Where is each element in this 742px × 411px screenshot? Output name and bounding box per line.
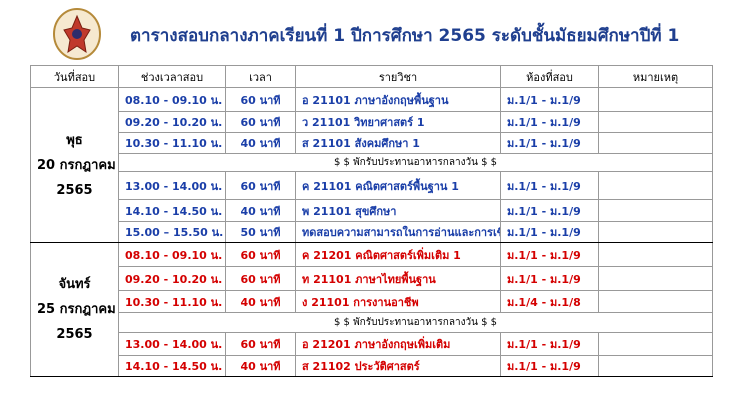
exam-table: วันที่สอบ ช่วงเวลาสอบ เวลา รายวิชา ห้องที่สอ… — [30, 65, 713, 377]
break-cell: $ $ พักรับประทานอาหารกลางวัน $ $ — [118, 312, 713, 333]
break-row: $ $ พักรับประทานอาหารกลางวัน $ $ — [31, 312, 713, 333]
time-cell: 09.20 - 10.20 น. — [118, 111, 226, 133]
exam-row: 13.00 - 14.00 น. 60 นาทีอ 21201 ภาษาอังกฤ… — [31, 332, 713, 356]
subject-cell: ทดสอบความสามารถในการอ่านและการเขียน — [295, 221, 501, 243]
day-line: 2565 — [56, 182, 93, 198]
header-cell: วันที่สอบ — [30, 65, 119, 88]
room-cell: ม.1/4 - ม.1/8 — [500, 290, 599, 313]
subject-cell: ง 21101 การงานอาชีพ — [295, 290, 501, 313]
exam-row: 09.20 - 10.20 น. 60 นาทีว 21101 วิทยาศาสต… — [31, 111, 713, 133]
exam-row: จันทร์ 25 กรกฎาคม 2565 08.10 - 09.10 น. 60 น… — [30, 242, 713, 377]
room-cell: ม.1/1 - ม.1/9 — [500, 171, 599, 200]
room-cell: ม.1/1 - ม.1/9 — [500, 199, 599, 222]
header-cell: รายวิชา — [295, 65, 501, 88]
header-row: วันที่สอบ ช่วงเวลาสอบ เวลา รายวิชา ห้องที่สอ… — [30, 65, 713, 88]
time-cell: 08.10 - 09.10 น. — [118, 87, 226, 112]
time-cell: 10.30 - 11.10 น. — [118, 290, 226, 313]
room-cell: ม.1/1 - ม.1/9 — [500, 266, 599, 291]
time-cell: 13.00 - 14.00 น. — [118, 332, 226, 356]
note-cell — [598, 290, 713, 313]
day-cell: จันทร์ 25 กรกฎาคม 2565 — [30, 242, 119, 377]
header-cell: เวลา — [225, 65, 296, 88]
note-cell — [598, 171, 713, 200]
room-cell: ม.1/1 - ม.1/9 — [500, 221, 599, 243]
subject-cell: อ 21101 ภาษาอังกฤษพื้นฐาน — [295, 87, 501, 112]
note-cell — [598, 355, 713, 377]
time-cell: 08.10 - 09.10 น. — [118, 242, 226, 267]
room-cell: ม.1/1 - ม.1/9 — [500, 111, 599, 133]
duration-cell: 40 นาที — [225, 132, 296, 154]
room-cell: ม.1/1 - ม.1/9 — [500, 332, 599, 356]
note-cell — [598, 332, 713, 356]
duration-cell: 60 นาที — [225, 332, 296, 356]
time-cell: 14.10 - 14.50 น. — [118, 355, 226, 377]
header-cell: ห้องที่สอบ — [500, 65, 599, 88]
note-cell — [598, 111, 713, 133]
note-cell — [598, 242, 713, 267]
room-cell: ม.1/1 - ม.1/9 — [500, 87, 599, 112]
header-cell: หมายเหตุ — [598, 65, 713, 88]
day-line: 2565 — [56, 327, 93, 342]
subject-cell: ค 21101 คณิตศาสตร์พื้นฐาน 1 — [295, 171, 501, 200]
day-line: จันทร์ — [58, 277, 91, 292]
room-cell: ม.1/1 - ม.1/9 — [500, 355, 599, 377]
break-row: $ $ พักรับประทานอาหารกลางวัน $ $ — [31, 153, 713, 172]
school-logo — [53, 8, 101, 60]
header-cell: ช่วงเวลาสอบ — [118, 65, 226, 88]
exam-row: 15.00 – 15.50 น. 50 นาที ทดสอบความสามารถใน… — [31, 221, 713, 243]
time-cell: 10.30 - 11.10 น. — [118, 132, 226, 154]
exam-row: 14.10 - 14.50 น. 40 นาทีพ 21101 สุขศึกษาม… — [31, 199, 713, 222]
exam-row: 09.20 - 10.20 น. 60 นาทีท 21101 ภาษาไทยพื… — [31, 266, 713, 291]
break-cell: $ $ พักรับประทานอาหารกลางวัน $ $ — [118, 153, 713, 172]
exam-row: พุธ 20 กรกฎาคม 2565 08.10 - 09.10 น. 60 นาที… — [30, 87, 713, 243]
subject-cell: ค 21201 คณิตศาสตร์เพิ่มเติม 1 — [295, 242, 501, 267]
day-line: พุธ — [66, 132, 83, 148]
time-cell: 15.00 – 15.50 น. — [118, 221, 226, 243]
room-cell: ม.1/1 - ม.1/9 — [500, 242, 599, 267]
note-cell — [598, 87, 713, 112]
note-cell — [598, 199, 713, 222]
subject-cell: ส 21102 ประวัติศาสตร์ — [295, 355, 501, 377]
day-line: 25 กรกฎาคม — [37, 302, 116, 317]
subject-cell: ท 21101 ภาษาไทยพื้นฐาน — [295, 266, 501, 291]
exam-row: 10.30 - 11.10 น. 40 นาทีง 21101 การงานอาช… — [31, 290, 713, 313]
exam-row: 14.10 - 14.50 น. 40 นาทีส 21102 ประวัติศา… — [31, 355, 713, 377]
duration-cell: 50 นาที — [225, 221, 296, 243]
note-cell — [598, 132, 713, 154]
duration-cell: 60 นาที — [225, 266, 296, 291]
time-cell: 09.20 - 10.20 น. — [118, 266, 226, 291]
title: ตารางสอบกลางภาคเรียนที่ 1 ปีการศึกษา 256… — [130, 26, 680, 46]
duration-cell: 60 นาที — [225, 242, 296, 267]
subject-cell: ส 21101 สังคมศึกษา 1 — [295, 132, 501, 154]
duration-cell: 60 นาที — [225, 171, 296, 200]
exam-row: 10.30 - 11.10 น. 40 นาทีส 21101 สังคมศึกษ… — [31, 132, 713, 154]
duration-cell: 60 นาที — [225, 87, 296, 112]
day-line: 20 กรกฎาคม — [37, 157, 116, 173]
room-cell: ม.1/1 - ม.1/9 — [500, 132, 599, 154]
subject-cell: พ 21101 สุขศึกษา — [295, 199, 501, 222]
duration-cell: 60 นาที — [225, 111, 296, 133]
duration-cell: 40 นาที — [225, 199, 296, 222]
duration-cell: 40 นาที — [225, 355, 296, 377]
subject-cell: อ 21201 ภาษาอังกฤษเพิ่มเติม — [295, 332, 501, 356]
exam-row: 13.00 - 14.00 น. 60 นาทีค 21101 คณิตศาสตร… — [31, 171, 713, 200]
time-cell: 14.10 - 14.50 น. — [118, 199, 226, 222]
duration-cell: 40 นาที — [225, 290, 296, 313]
note-cell — [598, 221, 713, 243]
note-cell — [598, 266, 713, 291]
subject-cell: ว 21101 วิทยาศาสตร์ 1 — [295, 111, 501, 133]
time-cell: 13.00 - 14.00 น. — [118, 171, 226, 200]
day-cell: พุธ 20 กรกฎาคม 2565 — [30, 87, 119, 243]
